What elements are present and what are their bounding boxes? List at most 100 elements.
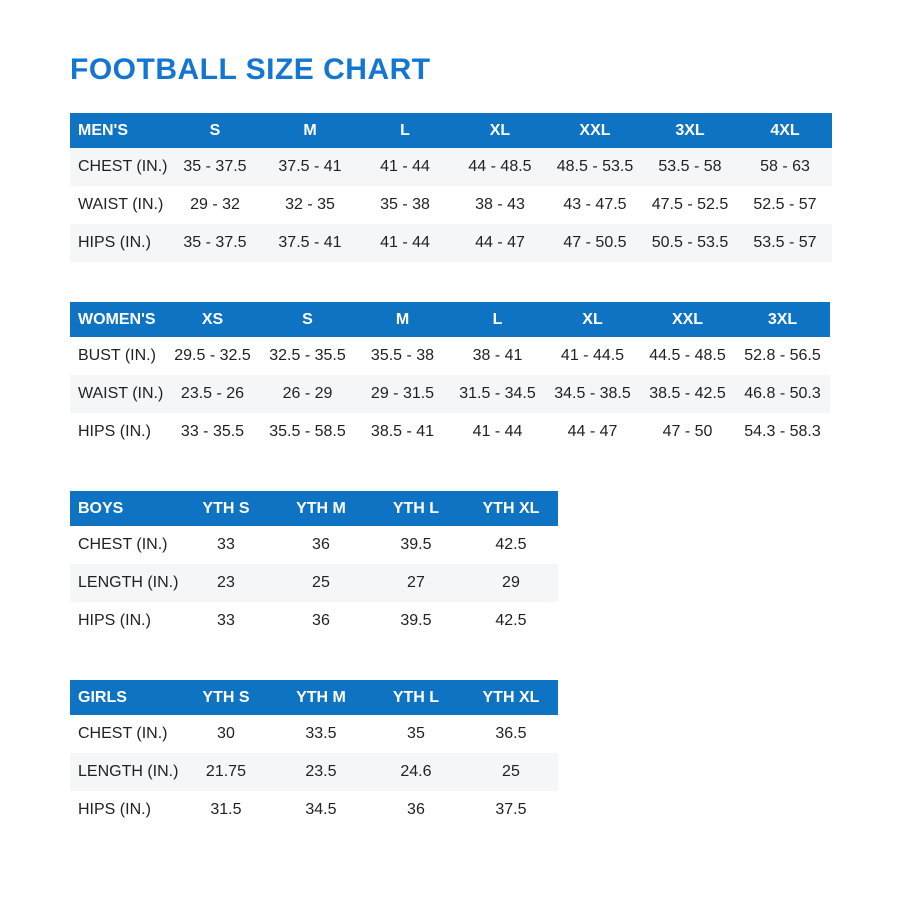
size-cell: 53.5 - 57 [737, 224, 833, 262]
table-header-row: GIRLS YTH S YTH M YTH L YTH XL [70, 680, 559, 715]
table-title-cell: WOMEN'S [70, 302, 165, 337]
size-cell: 48.5 - 53.5 [547, 148, 643, 186]
row-label: CHEST (IN.) [70, 526, 179, 564]
page-title: FOOTBALL SIZE CHART [70, 53, 431, 86]
row-label: WAIST (IN.) [70, 375, 165, 413]
size-cell: 23 [178, 564, 274, 602]
size-cell: 29 - 32 [167, 186, 263, 224]
size-cell: 37.5 - 41 [262, 148, 358, 186]
size-cell: 34.5 - 38.5 [545, 375, 640, 413]
size-cell: 38 - 43 [452, 186, 548, 224]
row-label: LENGTH (IN.) [70, 753, 179, 791]
column-header: YTH L [368, 491, 464, 526]
size-cell: 39.5 [368, 526, 464, 564]
size-table-boys: BOYS YTH S YTH M YTH L YTH XL CHEST (IN.) 33 36… [70, 491, 559, 640]
column-header: 3XL [642, 113, 738, 148]
size-cell: 23.5 [273, 753, 369, 791]
column-header: YTH S [178, 680, 274, 715]
size-cell: 23.5 - 26 [165, 375, 260, 413]
table-row: HIPS (IN.) 31.5 34.5 36 37.5 [70, 791, 559, 829]
size-cell: 33 - 35.5 [165, 413, 260, 451]
size-cell: 32 - 35 [262, 186, 358, 224]
size-cell: 24.6 [368, 753, 464, 791]
column-header: S [167, 113, 263, 148]
size-table-mens: MEN'S S M L XL XXL 3XL 4XL CHEST (IN.) 35 - 37.5 3… [70, 113, 833, 262]
size-cell: 36 [273, 526, 369, 564]
size-cell: 58 - 63 [737, 148, 833, 186]
size-cell: 26 - 29 [260, 375, 355, 413]
size-cell: 36 [368, 791, 464, 829]
size-cell: 37.5 [463, 791, 559, 829]
table-row: CHEST (IN.) 35 - 37.5 37.5 - 41 41 - 44 44 -… [70, 148, 833, 186]
size-cell: 29 - 31.5 [355, 375, 450, 413]
size-cell: 27 [368, 564, 464, 602]
table-header-row: BOYS YTH S YTH M YTH L YTH XL [70, 491, 559, 526]
column-header: XS [165, 302, 260, 337]
size-cell: 47.5 - 52.5 [642, 186, 738, 224]
size-cell: 29 [463, 564, 559, 602]
size-cell: 38.5 - 42.5 [640, 375, 735, 413]
size-chart-page: FOOTBALL SIZE CHART MEN'S S M L XL XXL 3XL 4XL C… [70, 53, 833, 829]
size-cell: 44 - 47 [545, 413, 640, 451]
table-row: HIPS (IN.) 33 - 35.5 35.5 - 58.5 38.5 - 41 4… [70, 413, 830, 451]
size-cell: 35 - 37.5 [167, 224, 263, 262]
column-header: 4XL [737, 113, 833, 148]
size-cell: 31.5 [178, 791, 274, 829]
size-cell: 35 - 38 [357, 186, 453, 224]
column-header: YTH L [368, 680, 464, 715]
size-cell: 41 - 44 [357, 224, 453, 262]
size-table-womens: WOMEN'S XS S M L XL XXL 3XL BUST (IN.) 29.5 - 32.… [70, 302, 830, 451]
table-title-cell: MEN'S [70, 113, 168, 148]
table-header-row: MEN'S S M L XL XXL 3XL 4XL [70, 113, 833, 148]
size-cell: 50.5 - 53.5 [642, 224, 738, 262]
size-cell: 46.8 - 50.3 [735, 375, 830, 413]
column-header: XXL [640, 302, 735, 337]
size-cell: 41 - 44.5 [545, 337, 640, 375]
size-cell: 35 [368, 715, 464, 753]
size-cell: 39.5 [368, 602, 464, 640]
size-cell: 30 [178, 715, 274, 753]
table-row: WAIST (IN.) 23.5 - 26 26 - 29 29 - 31.5 31.5… [70, 375, 830, 413]
column-header: M [262, 113, 358, 148]
table-row: CHEST (IN.) 30 33.5 35 36.5 [70, 715, 559, 753]
row-label: CHEST (IN.) [70, 148, 168, 186]
size-cell: 47 - 50 [640, 413, 735, 451]
size-cell: 38 - 41 [450, 337, 545, 375]
size-cell: 42.5 [463, 602, 559, 640]
size-cell: 53.5 - 58 [642, 148, 738, 186]
table-row: HIPS (IN.) 33 36 39.5 42.5 [70, 602, 559, 640]
column-header: YTH M [273, 680, 369, 715]
column-header: 3XL [735, 302, 830, 337]
size-cell: 33 [178, 602, 274, 640]
column-header: XXL [547, 113, 643, 148]
size-cell: 52.5 - 57 [737, 186, 833, 224]
size-cell: 35.5 - 38 [355, 337, 450, 375]
column-header: YTH XL [463, 680, 559, 715]
size-cell: 42.5 [463, 526, 559, 564]
size-cell: 34.5 [273, 791, 369, 829]
size-cell: 29.5 - 32.5 [165, 337, 260, 375]
table-row: HIPS (IN.) 35 - 37.5 37.5 - 41 41 - 44 44 - … [70, 224, 833, 262]
table-row: WAIST (IN.) 29 - 32 32 - 35 35 - 38 38 - 43 4… [70, 186, 833, 224]
table-row: BUST (IN.) 29.5 - 32.5 32.5 - 35.5 35.5 - 3… [70, 337, 830, 375]
size-cell: 41 - 44 [357, 148, 453, 186]
size-cell: 25 [463, 753, 559, 791]
column-header: L [450, 302, 545, 337]
size-cell: 44.5 - 48.5 [640, 337, 735, 375]
row-label: HIPS (IN.) [70, 413, 165, 451]
column-header: YTH M [273, 491, 369, 526]
row-label: CHEST (IN.) [70, 715, 179, 753]
size-cell: 31.5 - 34.5 [450, 375, 545, 413]
column-header: L [357, 113, 453, 148]
size-cell: 47 - 50.5 [547, 224, 643, 262]
size-cell: 44 - 48.5 [452, 148, 548, 186]
size-cell: 38.5 - 41 [355, 413, 450, 451]
size-cell: 44 - 47 [452, 224, 548, 262]
row-label: HIPS (IN.) [70, 224, 168, 262]
size-cell: 25 [273, 564, 369, 602]
column-header: YTH XL [463, 491, 559, 526]
size-table-girls: GIRLS YTH S YTH M YTH L YTH XL CHEST (IN.) 30 3… [70, 680, 559, 829]
row-label: HIPS (IN.) [70, 602, 179, 640]
size-cell: 33.5 [273, 715, 369, 753]
size-cell: 36 [273, 602, 369, 640]
